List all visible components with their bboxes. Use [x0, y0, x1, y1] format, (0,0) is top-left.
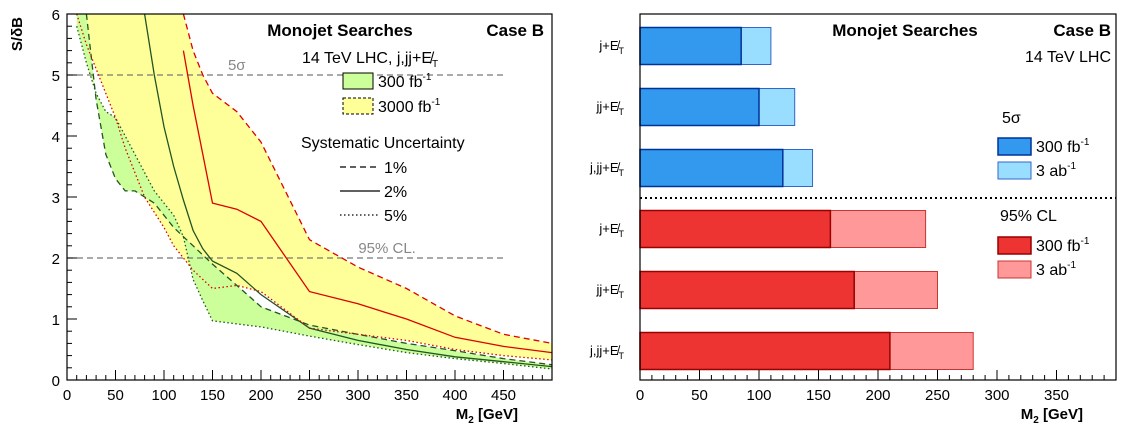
right-title: Monojet Searches [832, 21, 978, 40]
x-tick-label: 400 [442, 387, 467, 404]
curve-300fb-5pct [76, 26, 552, 370]
x-tick-label: 150 [200, 387, 225, 404]
left-subtitle: 14 TeV LHC, j,jj+E̸T [302, 50, 438, 70]
x-tick-label: 0 [636, 387, 644, 404]
left-xlabel: M2 [GeV] [456, 406, 518, 426]
x-tick-label: 100 [746, 387, 771, 404]
bar-5sigma-3ab [758, 88, 796, 126]
x-tick-label: 100 [151, 387, 176, 404]
category-label: j+E̸T [598, 221, 624, 239]
x-tick-label: 0 [63, 387, 71, 404]
legend-label-300fb: 300 fb-1 [378, 72, 432, 91]
category-label: jj+E̸T [595, 99, 624, 117]
legend-swatch-5sigma-300fb [997, 137, 1032, 156]
legend-label-3000fb: 3000 fb-1 [378, 97, 441, 116]
curve-300fb-1pct [85, 14, 552, 366]
y-tick-label: 3 [52, 190, 60, 207]
x-tick-label: 300 [345, 387, 370, 404]
category-label: j+E̸T [598, 38, 624, 56]
legend-swatch-300fb [342, 72, 374, 90]
x-tick-label: 450 [491, 387, 516, 404]
left-ticks: 0 50 100 150 200 250 300 350 400 450 0 1 2 3 4 5 6 [52, 7, 553, 404]
right-bars [639, 26, 974, 371]
legend-label-5sigma-300fb: 300 fb-1 [1036, 137, 1090, 156]
reference-line-label-0: 5σ [228, 57, 246, 74]
legend-swatch-3000fb [342, 97, 374, 115]
category-label: j,jj+E̸T [589, 160, 625, 178]
curve-300fb-2pct [143, 14, 552, 368]
bar-5sigma-300fb [639, 26, 742, 66]
group-label-5sigma: 5σ [1002, 110, 1021, 127]
bar-95cl-3ab [889, 332, 974, 370]
x-tick-label: 250 [297, 387, 322, 404]
x-tick-label: 50 [691, 387, 708, 404]
y-tick-label: 5 [52, 68, 60, 85]
right-category-labels: j+E̸T jj+E̸T j,jj+E̸T j+E̸T jj+E̸T j,jj+E̸T [589, 38, 625, 361]
x-tick-label: 200 [865, 387, 890, 404]
group-label-95cl: 95% CL [1000, 208, 1057, 225]
x-tick-label: 50 [107, 387, 124, 404]
x-tick-label: 150 [806, 387, 831, 404]
bar-95cl-3ab [829, 210, 927, 248]
legend-label-5sigma-3ab: 3 ab-1 [1036, 161, 1076, 180]
category-label: jj+E̸T [595, 282, 624, 300]
band-300fb [76, 14, 552, 369]
legend-swatch-95cl-3ab [997, 260, 1032, 279]
left-title: Monojet Searches [267, 21, 413, 40]
syst-legend-label-5pct: 5% [384, 208, 407, 225]
band-3000fb [76, 14, 552, 360]
right-chart: 0 50 100 150 200 250 300 350 j+E̸T jj+E̸T j,jj+E̸… [589, 13, 1117, 426]
bar-95cl-300fb [639, 270, 855, 310]
reference-line-label-1: 95% CL. [358, 240, 416, 257]
y-tick-label: 4 [52, 129, 60, 146]
legend-label-95cl-300fb: 300 fb-1 [1036, 236, 1090, 255]
right-case-label: Case B [1053, 21, 1111, 40]
left-ylabel: S/δB [9, 17, 26, 51]
y-tick-label: 1 [52, 312, 60, 329]
bar-5sigma-300fb [639, 148, 784, 188]
bar-95cl-300fb [639, 331, 891, 371]
category-label: j,jj+E̸T [589, 343, 625, 361]
right-xlabel: M2 [GeV] [1021, 406, 1083, 426]
y-tick-label: 6 [52, 7, 60, 24]
syst-legend-label-2pct: 2% [384, 184, 407, 201]
bar-95cl-3ab [853, 271, 939, 309]
x-tick-label: 350 [394, 387, 419, 404]
bar-95cl-300fb [639, 209, 832, 249]
x-tick-label: 250 [925, 387, 950, 404]
x-tick-label: 200 [248, 387, 273, 404]
right-subtitle: 14 TeV LHC [1025, 49, 1111, 66]
x-tick-label: 350 [1044, 387, 1069, 404]
left-case-label: Case B [486, 21, 544, 40]
x-tick-label: 300 [984, 387, 1009, 404]
bar-5sigma-300fb [639, 87, 760, 127]
y-tick-label: 2 [52, 251, 60, 268]
legend-label-95cl-3ab: 3 ab-1 [1036, 260, 1076, 279]
syst-title: Systematic Uncertainty [301, 135, 465, 152]
curve-3000fb-5pct [76, 14, 552, 361]
left-plot-area [67, 14, 552, 370]
legend-swatch-95cl-300fb [997, 236, 1032, 255]
syst-legend-label-1pct: 1% [384, 160, 407, 177]
y-tick-label: 0 [52, 373, 60, 390]
bar-5sigma-3ab [782, 149, 814, 187]
bar-5sigma-3ab [740, 27, 772, 65]
right-ticks: 0 50 100 150 200 250 300 350 [636, 370, 1117, 404]
legend-swatch-5sigma-3ab [997, 161, 1032, 180]
curve-3000fb-2pct [182, 50, 552, 354]
